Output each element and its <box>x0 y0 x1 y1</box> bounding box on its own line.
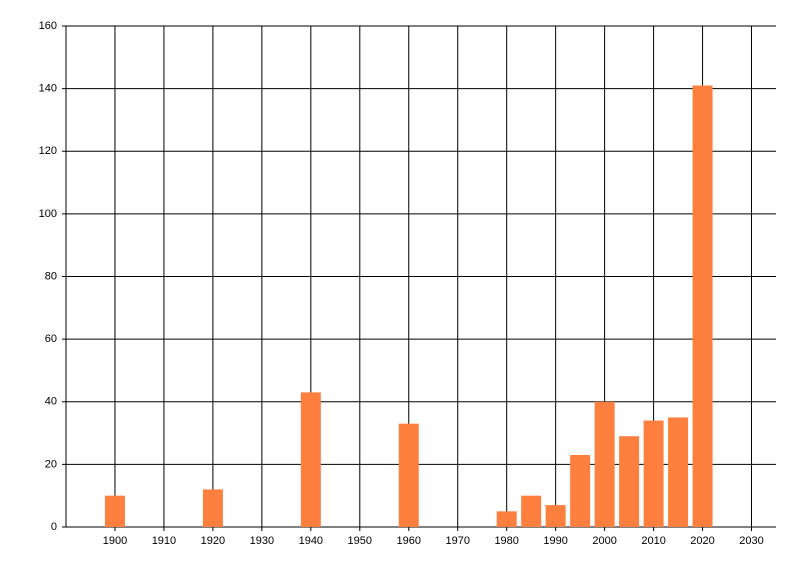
bar <box>104 495 125 527</box>
x-tick-label: 1970 <box>445 535 469 547</box>
y-tick-label: 80 <box>45 270 57 282</box>
x-tick-label: 2010 <box>641 535 665 547</box>
x-tick-label: 1910 <box>152 535 176 547</box>
x-tick-label: 1940 <box>299 535 323 547</box>
bar <box>619 436 640 527</box>
bar <box>300 392 321 527</box>
y-tick-label: 20 <box>45 458 57 470</box>
bar <box>594 401 615 527</box>
x-tick-label: 2020 <box>690 535 714 547</box>
x-tick-label: 1950 <box>348 535 372 547</box>
x-tick-label: 1930 <box>250 535 274 547</box>
y-tick-label: 0 <box>51 521 57 533</box>
x-tick-label: 2000 <box>592 535 616 547</box>
x-tick-label: 1920 <box>201 535 225 547</box>
y-tick-label: 120 <box>39 145 57 157</box>
x-tick-label: 2030 <box>739 535 763 547</box>
y-tick-label: 60 <box>45 333 57 345</box>
bar <box>398 423 419 527</box>
bar <box>521 495 542 527</box>
y-tick-label: 160 <box>39 20 57 32</box>
x-tick-label: 1980 <box>494 535 518 547</box>
y-tick-label: 100 <box>39 208 57 220</box>
x-tick-label: 1960 <box>397 535 421 547</box>
bar <box>202 489 223 527</box>
x-tick-label: 1990 <box>543 535 567 547</box>
bar <box>692 85 713 528</box>
bar <box>570 454 591 527</box>
bar <box>643 420 664 527</box>
y-tick-label: 140 <box>39 83 57 95</box>
bar <box>668 417 689 527</box>
y-tick-label: 40 <box>45 396 57 408</box>
x-tick-label: 1900 <box>103 535 127 547</box>
bar <box>545 505 566 527</box>
bar <box>496 511 517 527</box>
